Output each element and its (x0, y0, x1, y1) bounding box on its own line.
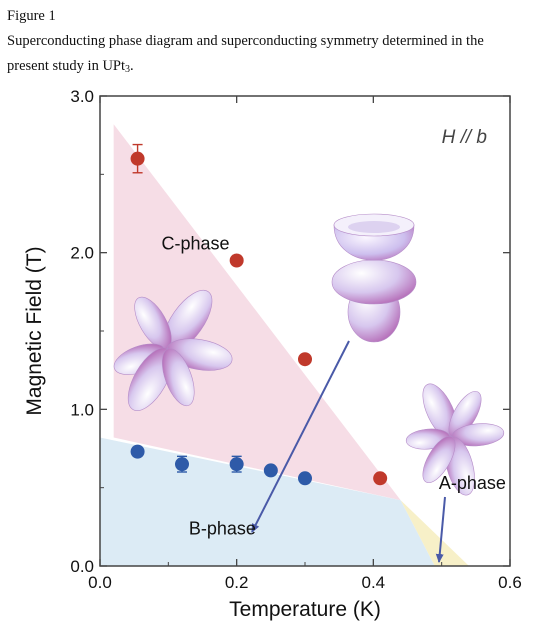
x-tick-label: 0.4 (362, 573, 386, 592)
data-point-series-1 (229, 253, 244, 268)
axis-ticks: 0.0 0.2 0.4 0.6 0.0 1.0 2.0 3.0 (70, 87, 521, 592)
caption-line-2-text: present study in UPt (7, 58, 126, 74)
region-a-phase (400, 500, 469, 566)
region-c-phase (113, 124, 401, 501)
data-points (130, 143, 388, 486)
phase-label: C-phase (162, 234, 230, 254)
y-tick-label: 2.0 (70, 244, 94, 263)
y-axis-label: Magnetic Field (T) (23, 246, 46, 415)
data-point-series-1 (298, 352, 312, 367)
data-point-series-2 (130, 444, 145, 459)
a-phase-arrow (435, 496, 446, 563)
b-phase-arrow (251, 340, 350, 533)
order-parameter-illustrations (113, 213, 505, 563)
field-direction-annotation: H // b (442, 127, 487, 148)
caption-line-2: present study in UPt3. (7, 54, 547, 82)
phase-label: A-phase (439, 473, 506, 493)
figure-label: Figure 1 (7, 8, 56, 24)
phase-label: B-phase (189, 519, 256, 539)
caption-subscript: 3 (125, 64, 131, 75)
caption-line-1: Superconducting phase diagram and superc… (7, 33, 484, 49)
x-axis-label: Temperature (K) (229, 598, 381, 621)
data-point-series-2 (175, 457, 189, 472)
data-point-series-2 (298, 471, 312, 486)
phase-labels: C-phase B-phase A-phase (162, 234, 506, 539)
c-phase-orbital-icon (113, 289, 233, 411)
b-phase-orbital-icon (331, 213, 417, 343)
y-tick-label: 3.0 (70, 87, 94, 106)
a-phase-orbital-icon (405, 383, 505, 496)
x-tick-label: 0.0 (88, 573, 112, 592)
caption-line-2-end: . (130, 58, 134, 74)
figure-caption: Figure 1 Superconducting phase diagram a… (7, 4, 547, 82)
data-point-series-1 (130, 151, 145, 166)
x-tick-label: 0.6 (498, 573, 522, 592)
data-point-series-1 (373, 471, 388, 486)
y-tick-label: 1.0 (70, 400, 94, 419)
y-tick-label: 0.0 (70, 557, 94, 576)
data-point-series-2 (263, 463, 278, 478)
data-point-series-2 (229, 457, 244, 472)
x-tick-label: 0.2 (225, 573, 249, 592)
